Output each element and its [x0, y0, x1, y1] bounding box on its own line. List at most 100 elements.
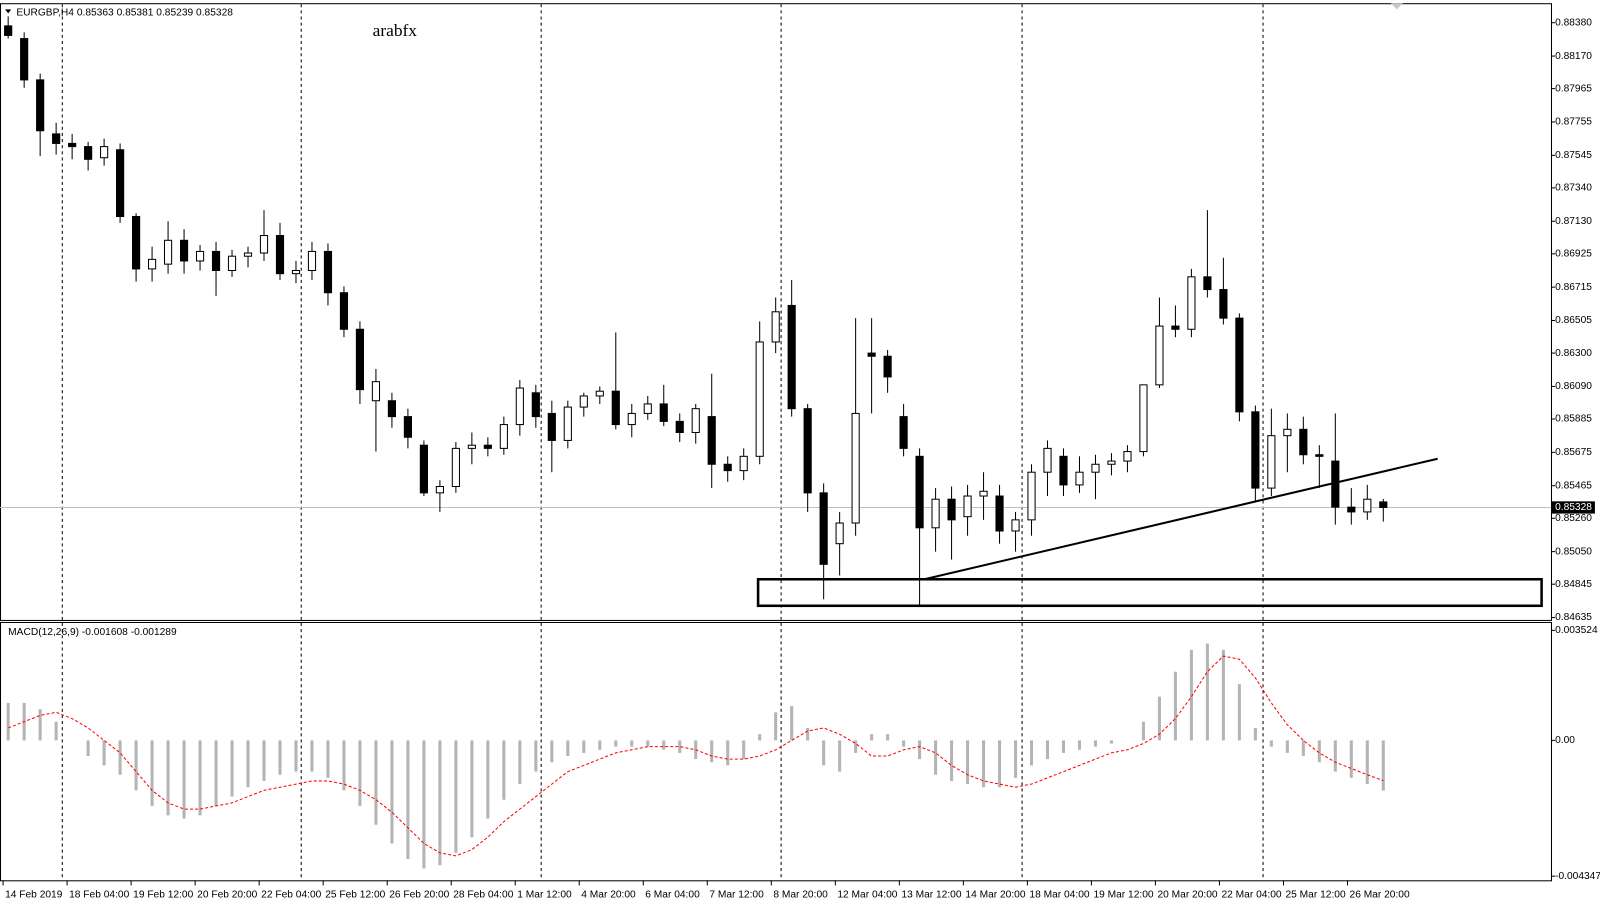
- candle-body: [739, 455, 748, 472]
- candle-body: [947, 498, 956, 521]
- candle-body: [259, 235, 269, 254]
- chart-header: EURGBP,H4 0.85363 0.85381 0.85239 0.8532…: [16, 7, 233, 18]
- candle-body: [1123, 451, 1132, 462]
- candle-body: [579, 395, 588, 408]
- candle-body: [915, 455, 924, 529]
- candle-body: [339, 292, 349, 330]
- y-tick-label: 0.87755: [1555, 117, 1592, 128]
- candle-body: [132, 215, 141, 270]
- support-zone: [756, 577, 1543, 608]
- x-tick-label: 19 Feb 12:00: [133, 889, 193, 900]
- shift-marker: [1390, 3, 1403, 10]
- candle-body: [675, 420, 684, 434]
- candle-body: [387, 400, 397, 418]
- candle-body: [211, 250, 221, 272]
- x-tick-label: 1 Mar 12:00: [517, 889, 572, 900]
- indicator-header: MACD(12,26,9) -0.001608 -0.001289: [8, 627, 177, 638]
- candle-body: [116, 149, 125, 218]
- y-tick-label: 0.85675: [1555, 447, 1592, 458]
- candle-body: [1299, 428, 1308, 456]
- candle-body: [163, 239, 173, 265]
- candle-body: [963, 495, 972, 518]
- last-macd: -0.001608: [82, 627, 128, 638]
- x-tick-label: 13 Mar 12:00: [901, 889, 961, 900]
- candle-body: [355, 328, 365, 391]
- candle-body: [467, 444, 476, 449]
- candle-body: [1059, 455, 1068, 486]
- price-pane-frame: [0, 3, 1553, 621]
- last-signal: -0.001289: [131, 627, 177, 638]
- candle-body: [1187, 276, 1196, 330]
- candle-body: [323, 250, 333, 294]
- candle-body: [419, 444, 428, 494]
- price-label: 0.85328: [1555, 502, 1592, 513]
- x-tick-label: 4 Mar 20:00: [581, 889, 636, 900]
- candle-body: [1251, 411, 1260, 489]
- x-tick-label: 20 Mar 20:00: [1157, 889, 1217, 900]
- candle-body: [1107, 460, 1116, 465]
- candle-body: [1315, 454, 1324, 457]
- y-tick-label: 0.86715: [1555, 282, 1592, 293]
- candle-body: [1155, 325, 1164, 386]
- candle-body: [147, 258, 157, 270]
- menu-arrow[interactable]: [5, 9, 12, 14]
- candle-body: [819, 492, 828, 565]
- x-tick-label: 18 Feb 04:00: [69, 889, 129, 900]
- candle-body: [691, 408, 700, 434]
- candle-body: [931, 498, 940, 529]
- candle-body: [1139, 384, 1148, 453]
- candle-body: [243, 252, 253, 257]
- candle-body: [68, 142, 77, 148]
- x-tick-label: 20 Feb 20:00: [197, 889, 257, 900]
- candle-body: [595, 390, 604, 397]
- y-tick-label: 0.88380: [1555, 17, 1592, 28]
- y-tick-label: 0.87545: [1555, 150, 1592, 161]
- x-tick-label: 6 Mar 04:00: [645, 889, 700, 900]
- indicator-name: MACD(12,26,9): [8, 627, 79, 638]
- candle-body: [20, 38, 29, 81]
- candle-body: [100, 146, 109, 159]
- x-tick-label: 25 Mar 12:00: [1286, 889, 1346, 900]
- trendline: [924, 457, 1438, 581]
- last-open: 0.85363: [77, 7, 114, 18]
- y-tick-label: 0.86925: [1555, 249, 1592, 260]
- x-tick-label: 7 Mar 12:00: [709, 889, 764, 900]
- candle-body: [275, 235, 285, 275]
- candle-body: [771, 311, 780, 343]
- y-tick-label: 0.87130: [1555, 216, 1592, 227]
- candle-body: [835, 522, 844, 545]
- x-tick-label: 12 Mar 04:00: [837, 889, 897, 900]
- candle-body: [1171, 325, 1180, 330]
- candle-body: [195, 250, 205, 262]
- candle-body: [291, 269, 301, 275]
- candle-body: [627, 412, 636, 426]
- candle-body: [1043, 447, 1052, 473]
- x-tick-label: 28 Feb 04:00: [453, 889, 513, 900]
- y-tick-label: 0.00: [1555, 735, 1575, 746]
- candle-body: [227, 255, 237, 272]
- candle-body: [1075, 471, 1084, 486]
- candle-body: [643, 403, 652, 414]
- y-tick-label: 0.85050: [1555, 546, 1592, 557]
- macd-signal: [7, 655, 1384, 857]
- x-tick-label: 22 Mar 04:00: [1221, 889, 1281, 900]
- candle-body: [179, 239, 189, 262]
- candle-body: [803, 408, 812, 494]
- candle-body: [1203, 276, 1212, 291]
- candle-body: [1091, 463, 1100, 473]
- candle-body: [851, 412, 860, 524]
- candle-body: [435, 485, 444, 494]
- y-tick-label: 0.85260: [1555, 513, 1592, 524]
- candle-body: [515, 387, 524, 426]
- candle-body: [723, 463, 732, 472]
- candle-body: [547, 412, 556, 441]
- watermark: arabfx: [373, 21, 418, 40]
- x-tick-label: 19 Mar 12:00: [1093, 889, 1153, 900]
- candle-body: [1235, 317, 1244, 413]
- candle-body: [483, 444, 492, 449]
- candle-body: [883, 355, 892, 378]
- y-tick-label: 0.003524: [1555, 625, 1598, 636]
- candle-body: [451, 447, 460, 488]
